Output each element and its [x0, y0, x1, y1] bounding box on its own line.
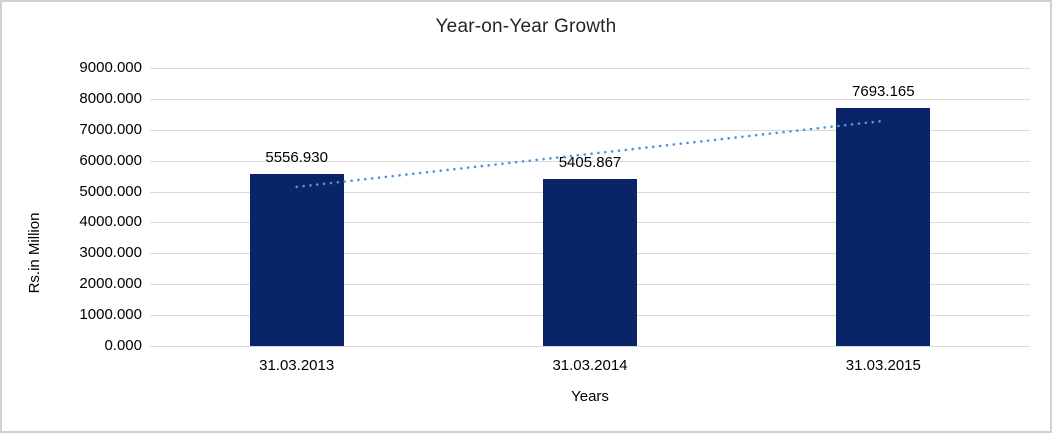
bar-data-label: 5405.867 — [558, 154, 622, 172]
bar-31.03.2015 — [836, 108, 931, 346]
x-tick-label: 31.03.2013 — [259, 357, 335, 374]
bar-data-label: 7693.165 — [852, 83, 915, 101]
gridline — [150, 68, 1030, 69]
y-tick-label: 5000.000 — [79, 182, 142, 200]
y-tick-label: 3000.000 — [79, 244, 142, 262]
y-tick-label: 6000.000 — [79, 151, 142, 169]
bar-31.03.2013 — [249, 174, 344, 346]
x-tick-label: 31.03.2015 — [845, 357, 921, 374]
bar-data-label: 5556.930 — [265, 149, 328, 167]
y-tick-label: 0.000 — [104, 337, 142, 354]
y-tick-label: 9000.000 — [79, 59, 142, 76]
y-tick-label: 8000.000 — [79, 89, 142, 107]
y-tick-label: 7000.000 — [79, 120, 142, 138]
gridline — [150, 98, 1030, 100]
y-tick-label: 1000.000 — [79, 306, 142, 324]
x-tick-label: 31.03.2014 — [552, 357, 628, 374]
y-tick-label: 4000.000 — [79, 213, 142, 231]
y-tick-label: 2000.000 — [79, 275, 142, 293]
x-axis-title: Years — [571, 388, 609, 405]
chart-title: Year-on-Year Growth — [435, 16, 617, 37]
gridline — [150, 346, 1030, 347]
bar-31.03.2014 — [543, 179, 637, 346]
